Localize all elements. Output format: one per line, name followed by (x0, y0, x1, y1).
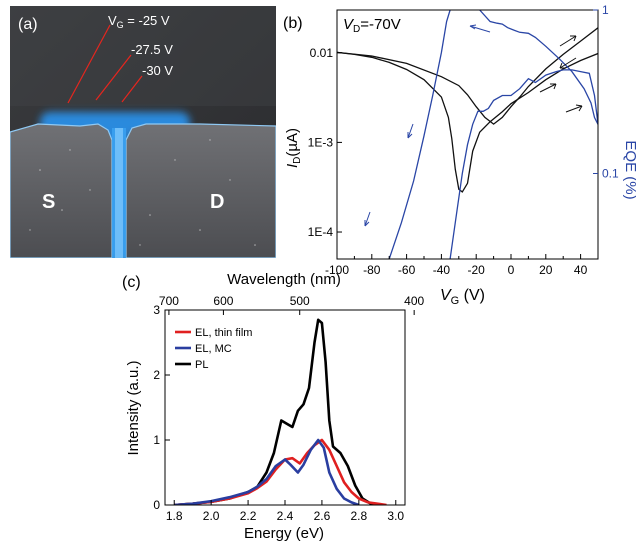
vg-label-2: -27.5 V (131, 42, 173, 57)
b-x-tick-label: -60 (398, 263, 416, 277)
legend: EL, thin film EL, MC PL (175, 327, 252, 371)
b-series-3 (479, 10, 598, 125)
legend-label: EL, MC (195, 343, 232, 355)
b-x-tick-label: 20 (539, 263, 553, 277)
source-electrode (10, 123, 113, 258)
c-y-tick-label: 1 (153, 433, 160, 447)
c-top-tick-label: 700 (159, 294, 179, 308)
b-y-right-tick-label: 1 (602, 3, 609, 17)
c-x-tick-label: 2.0 (203, 509, 220, 523)
b-x-tick-label: 0 (508, 263, 515, 277)
vg-label-1: VG = -25 V (108, 13, 170, 30)
b-y-axis-label-right: EQE (%) (622, 140, 636, 199)
c-series-1 (174, 438, 360, 505)
sweep-arrows (364, 24, 583, 227)
b-x-tick-label: -100 (325, 263, 349, 277)
c-y-axis-label: Intensity (a.u.) (125, 360, 142, 455)
drain-electrode (125, 123, 276, 258)
c-top-tick-label: 500 (290, 294, 310, 308)
b-series-1 (337, 27, 598, 125)
c-series-0 (174, 438, 387, 505)
c-x-tick-label: 3.0 (387, 509, 404, 523)
c-y-tick-label: 0 (153, 498, 160, 512)
b-x-tick-label: 40 (574, 263, 588, 277)
panel-b-frame (336, 9, 599, 260)
panel-b-label: (b) (283, 15, 303, 32)
c-y-tick-label: 3 (153, 303, 160, 317)
b-x-tick-label: -20 (468, 263, 486, 277)
b-y-right-tick-label: 0.1 (602, 167, 619, 181)
c-x-tick-label: 2.8 (351, 509, 368, 523)
c-x-tick-label: 2.2 (240, 509, 257, 523)
b-y-left-tick-label: 1E-3 (308, 135, 334, 149)
legend-label: EL, thin film (195, 327, 252, 339)
c-top-tick-label: 400 (404, 294, 424, 308)
b-y-left-tick-label: 0.01 (310, 46, 334, 60)
b-x-tick-label: -40 (433, 263, 451, 277)
vd-annotation: VD=-70V (343, 16, 401, 35)
c-x-tick-label: 2.4 (277, 509, 294, 523)
annotation-lines (67, 24, 143, 104)
c-x-tick-label: 2.6 (314, 509, 331, 523)
panel-c: (c) Wavelength (nm) 1.8 2.0 2.2 2.4 2.6 2.8 3.… (122, 271, 424, 542)
legend-label: PL (195, 359, 208, 371)
panel-c-frame (164, 309, 406, 506)
drain-label: D (210, 191, 224, 213)
source-label: S (42, 191, 55, 213)
b-x-tick-label: -80 (363, 263, 381, 277)
b-series-4 (449, 69, 598, 259)
panel-b: (b) -100 -80 -60 -40 -20 0 20 40 0.01 1E-3 1E-4 1… (283, 3, 636, 307)
vg-label-3: -30 V (142, 63, 173, 78)
panel-c-label: (c) (122, 274, 141, 291)
b-x-axis-label: VG (V) (440, 287, 485, 307)
c-y-tick-label: 2 (153, 368, 160, 382)
c-x-axis-label: Energy (eV) (244, 525, 324, 542)
panel-a-label: (a) (18, 16, 38, 33)
c-top-tick-label: 600 (213, 294, 233, 308)
panel-a: (a) VG = -25 V -27.5 V -30 V S D (10, 6, 276, 258)
b-y-axis-label-left: ID(µA) (284, 128, 303, 168)
c-top-axis-label: Wavelength (nm) (227, 271, 341, 288)
c-x-tick-label: 1.8 (166, 509, 183, 523)
b-y-left-tick-label: 1E-4 (308, 225, 334, 239)
b-series-0 (337, 51, 598, 193)
b-series-2 (388, 10, 451, 259)
